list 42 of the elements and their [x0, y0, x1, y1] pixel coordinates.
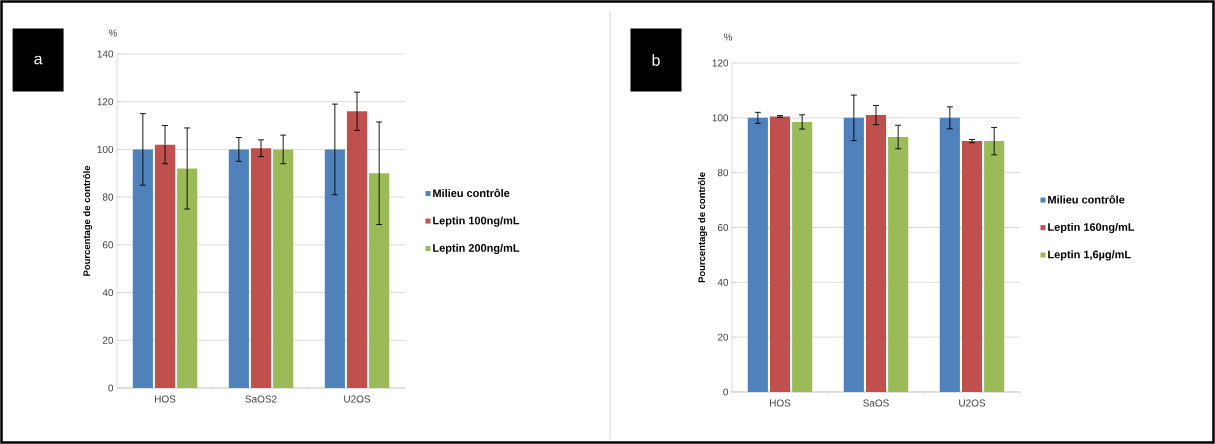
text: a [34, 55, 43, 65]
y-tick-label: 0 [723, 388, 729, 396]
bar [154, 144, 176, 388]
bar [228, 149, 249, 388]
y-tick-label: 40 [717, 278, 729, 286]
bar [324, 149, 345, 388]
bar [346, 111, 368, 388]
y-tick-label: 60 [102, 241, 114, 249]
bar [250, 148, 272, 388]
y-tick-label: 100 [97, 145, 114, 153]
y-tick-label: 140 [97, 50, 114, 58]
y-axis-title: Pourcentage de contrôle [82, 165, 93, 276]
y-axis-title: Pourcentage de contrôle [697, 172, 708, 283]
y-tick-label: 20 [102, 336, 114, 344]
y-tick-label: 0 [108, 384, 114, 392]
bar [273, 149, 294, 388]
bar [369, 173, 390, 388]
legend-label: Leptin 1,6µg/mL [1048, 250, 1131, 261]
bar [177, 168, 198, 388]
y-tick-label: 80 [717, 169, 729, 177]
text: b [652, 54, 660, 66]
legend-label: Leptin 200ng/mL [433, 243, 520, 255]
text: % [723, 33, 733, 41]
x-tick-label: HOS [770, 399, 791, 407]
y-tick-label: 60 [717, 223, 729, 232]
legend-label: Milieu contrôle [433, 188, 510, 198]
text: % [108, 29, 118, 37]
legend-label: Leptin 160ng/mL [1048, 222, 1135, 234]
x-tick-label: HOS [155, 395, 176, 403]
x-tick-label: SaOS [863, 399, 889, 407]
y-tick-label: 120 [712, 59, 729, 67]
x-tick-label: U2OS [959, 399, 986, 407]
legend-label: Milieu contrôle [1048, 195, 1125, 204]
x-tick-label: U2OS [344, 395, 371, 403]
y-tick-label: 80 [102, 193, 114, 201]
y-tick-label: 20 [717, 333, 729, 341]
y-tick-label: 100 [712, 114, 729, 122]
legend-label: Leptin 100ng/mL [433, 216, 520, 227]
x-tick-label: SaOS2 [245, 395, 277, 403]
y-tick-label: 120 [97, 98, 114, 106]
y-tick-label: 40 [102, 289, 114, 297]
bar [132, 149, 153, 388]
